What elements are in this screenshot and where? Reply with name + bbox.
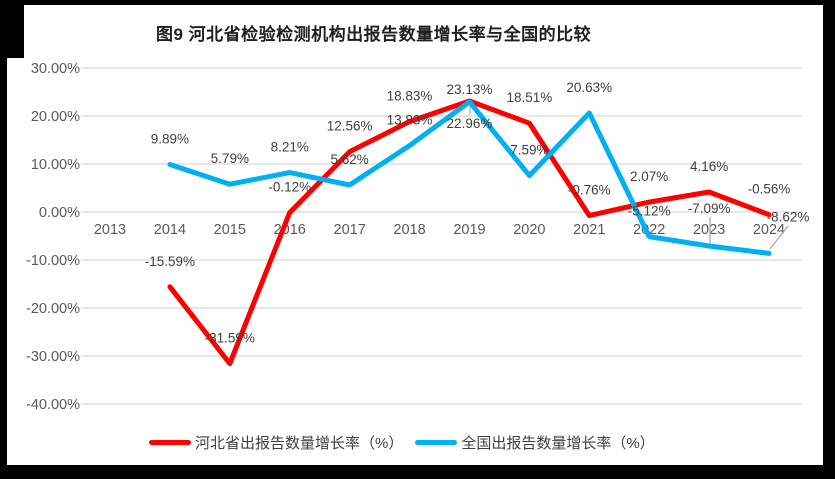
frame-right-bar <box>823 0 835 479</box>
x-axis-category-label: 2018 <box>393 222 425 238</box>
data-point-label: -15.59% <box>145 254 195 269</box>
frame-top-bar <box>0 0 835 5</box>
x-axis-category-label: 2022 <box>633 222 665 238</box>
legend-item-national: 全国出报告数量增长率（%） <box>415 432 655 453</box>
y-axis-tick-label: -20.00% <box>26 301 80 317</box>
x-axis-category-label: 2024 <box>753 222 785 238</box>
y-axis-tick-label: 30.00% <box>31 61 80 77</box>
frame-bottom-bar <box>0 465 835 479</box>
data-point-label: 23.13% <box>447 82 493 97</box>
chart-title: 图9 河北省检验检测机构出报告数量增长率与全国的比较 <box>156 25 592 44</box>
legend-label-hebei: 河北省出报告数量增长率（%） <box>195 435 404 452</box>
x-axis-category-label: 2019 <box>453 222 485 238</box>
y-axis-tick-label: 20.00% <box>31 109 80 125</box>
y-axis-tick-label: -10.00% <box>26 253 80 269</box>
data-point-label: 18.83% <box>387 89 433 104</box>
legend-item-hebei: 河北省出报告数量增长率（%） <box>149 432 403 453</box>
legend-line-sample-hebei <box>149 440 191 445</box>
data-point-label: 2.07% <box>630 169 668 184</box>
data-point-label: -5.12% <box>628 204 671 219</box>
data-point-label: 18.51% <box>506 90 552 105</box>
legend-line-sample-national <box>415 440 458 445</box>
data-point-label: -0.56% <box>748 182 791 197</box>
data-point-label: -8.62% <box>767 209 810 224</box>
x-axis-category-label: 2017 <box>334 222 366 238</box>
data-point-label: 7.59% <box>510 143 548 158</box>
data-point-label: 13.83% <box>387 113 433 128</box>
legend-label-national: 全国出报告数量增长率（%） <box>461 435 655 452</box>
x-axis-category-label: 2023 <box>693 222 725 238</box>
x-axis-category-label: 2020 <box>513 222 545 238</box>
frame-left-bar <box>0 0 7 466</box>
data-point-label: -31.59% <box>205 331 255 346</box>
data-point-label: -0.12% <box>268 180 311 195</box>
series-line-national <box>167 99 772 256</box>
x-axis-category-label: 2014 <box>154 222 186 238</box>
y-axis-tick-label: -40.00% <box>26 397 80 413</box>
chart-legend: 河北省出报告数量增长率（%） 全国出报告数量增长率（%） <box>149 432 667 453</box>
data-point-label: 22.96% <box>447 116 493 131</box>
data-point-label: -0.76% <box>568 183 611 198</box>
data-point-label: 8.21% <box>271 140 309 155</box>
x-axis-category-label: 2015 <box>214 222 246 238</box>
data-label-leader-line <box>769 225 789 250</box>
y-axis-tick-label: 10.00% <box>31 157 80 173</box>
data-point-label: 12.56% <box>327 119 373 134</box>
data-point-label: 4.16% <box>690 159 728 174</box>
data-point-label: 20.63% <box>566 80 612 95</box>
data-point-label: -7.09% <box>688 201 731 216</box>
y-axis-tick-label: 0.00% <box>39 205 80 221</box>
x-axis-category-label: 2013 <box>94 222 126 238</box>
data-point-label: 5.62% <box>330 152 368 167</box>
data-point-label: 9.89% <box>151 132 189 147</box>
data-point-label: 5.79% <box>211 151 249 166</box>
x-axis-category-label: 2021 <box>573 222 605 238</box>
y-axis-tick-label: -30.00% <box>26 349 80 365</box>
